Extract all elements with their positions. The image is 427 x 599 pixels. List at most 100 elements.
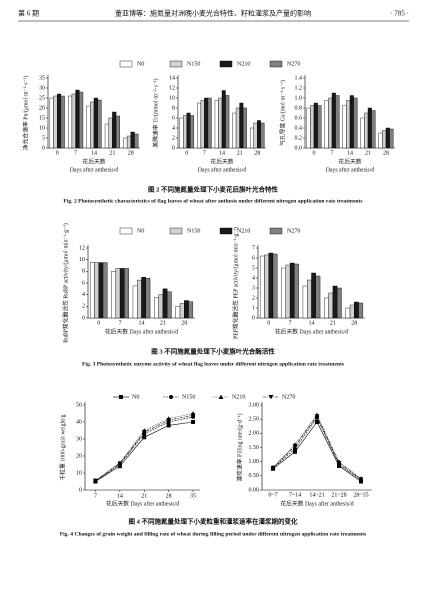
x-tick-label: 21 (330, 320, 336, 326)
x-tick-label: 0 (267, 320, 270, 326)
bar (378, 132, 383, 149)
bar (335, 95, 340, 149)
bar (328, 292, 334, 319)
y-tick-label: 30 (39, 85, 45, 91)
y-tick-label: 4 (252, 275, 255, 281)
bar (179, 303, 185, 319)
y-tick-label: 0 (42, 145, 45, 151)
marker (166, 423, 171, 428)
x-tick-label: 7 (289, 320, 292, 326)
x-tick-label: 14 (117, 493, 123, 499)
y-tick-label: 15 (39, 115, 45, 121)
caption: 图 4 不同施氮量处理下小麦粒重和灌浆速率在灌浆期的变化 (129, 516, 299, 525)
y-axis-label: 灌浆速率 Filling rate/(g·d⁻¹) (235, 413, 243, 481)
y-tick-label: 2.50 (249, 417, 260, 423)
bar (200, 100, 205, 149)
bar (49, 97, 54, 149)
bar (264, 254, 269, 319)
y-tick-label: 12 (169, 85, 175, 91)
bar (197, 102, 202, 149)
bar (307, 279, 312, 319)
legend-marker (119, 395, 123, 399)
bar (317, 105, 322, 149)
bar (186, 112, 191, 149)
bar (310, 105, 315, 149)
legend-swatch (219, 60, 233, 68)
x-tick-label: 28 (166, 493, 172, 499)
bar (260, 122, 265, 149)
y-tick-label: 1.0 (295, 95, 303, 101)
marker (292, 444, 298, 449)
bar (204, 97, 209, 149)
marker (166, 418, 172, 423)
x-tick-label: 21 (109, 150, 115, 156)
bar (239, 102, 244, 149)
x-axis-label: 花后天数 Days after anthesis/d (275, 327, 348, 335)
y-tick-label: 7 (252, 245, 255, 251)
y-tick-label: 0 (252, 315, 255, 321)
y-axis-label: 净光合速率 Pn/(μmol·m⁻²·s⁻¹) (21, 76, 29, 150)
bar (145, 278, 151, 319)
legend-label: N270 (287, 61, 300, 67)
y-tick-label: 8 (172, 105, 175, 111)
y-tick-label: 10 (169, 95, 175, 101)
marker (314, 414, 320, 419)
legend-label: N0 (137, 228, 144, 234)
bar (90, 101, 95, 149)
y-tick-label: 3 (252, 285, 255, 291)
y-tick-label: 2 (82, 304, 85, 310)
bar (141, 276, 146, 319)
x-tick-label: 21 (237, 150, 243, 156)
legend-label: N270 (287, 228, 300, 234)
legend-label: N210 (237, 228, 250, 234)
bar (221, 90, 226, 149)
bar (214, 100, 219, 149)
bar (130, 131, 135, 149)
legend-label: N150 (182, 394, 195, 400)
x-axis-label: 花后天数 (210, 157, 233, 165)
bar (162, 288, 168, 319)
legend-label: N270 (282, 394, 295, 400)
x-tick-label: 0 (56, 150, 59, 156)
x-axis-label: 花后天数 Days after anthesis/d (105, 327, 178, 335)
x-tick-label: 7 (74, 150, 77, 156)
y-tick-label: 1.2 (295, 85, 303, 91)
x-tick-label: 14~21 (309, 492, 324, 498)
legend-marker (169, 395, 173, 399)
bar (75, 89, 80, 149)
bar (57, 93, 62, 149)
bar (112, 111, 117, 149)
bar (86, 105, 91, 149)
legend-label: N0 (132, 394, 139, 400)
x-axis-label: 花后天数 Days after anthesis/d (106, 499, 179, 507)
bar (294, 263, 299, 319)
y-tick-label: 2.00 (249, 431, 260, 437)
bar (306, 107, 311, 149)
y-tick-label: 50 (76, 402, 82, 408)
y-tick-label: 40 (76, 419, 82, 425)
marker (117, 461, 123, 467)
bar (190, 115, 195, 149)
x-tick-label: 0 (313, 150, 316, 156)
y-tick-label: 5 (252, 265, 255, 271)
y-tick-label: 4 (82, 292, 85, 298)
bar (324, 297, 329, 319)
bar (371, 110, 376, 149)
x-tick-label: 28~35 (353, 492, 368, 498)
bar (253, 122, 258, 149)
x-tick-label: 21 (141, 493, 147, 499)
x-tick-label: 7 (203, 150, 206, 156)
bar (104, 123, 109, 149)
y-tick-label: 35 (39, 75, 45, 81)
bar (111, 271, 117, 319)
bar (353, 97, 358, 149)
bar (53, 95, 58, 149)
y-tick-label: 6 (82, 280, 85, 286)
bar (166, 291, 172, 319)
bar (183, 115, 187, 149)
legend-label: N210 (232, 394, 245, 400)
y-axis-label: RuBP羧化酶活性 RuBP activity/(μmol·min⁻¹·g⁻¹) (61, 223, 69, 343)
bar (134, 133, 139, 149)
y-tick-label: 30 (76, 436, 82, 442)
x-tick-label: 7 (94, 493, 97, 499)
